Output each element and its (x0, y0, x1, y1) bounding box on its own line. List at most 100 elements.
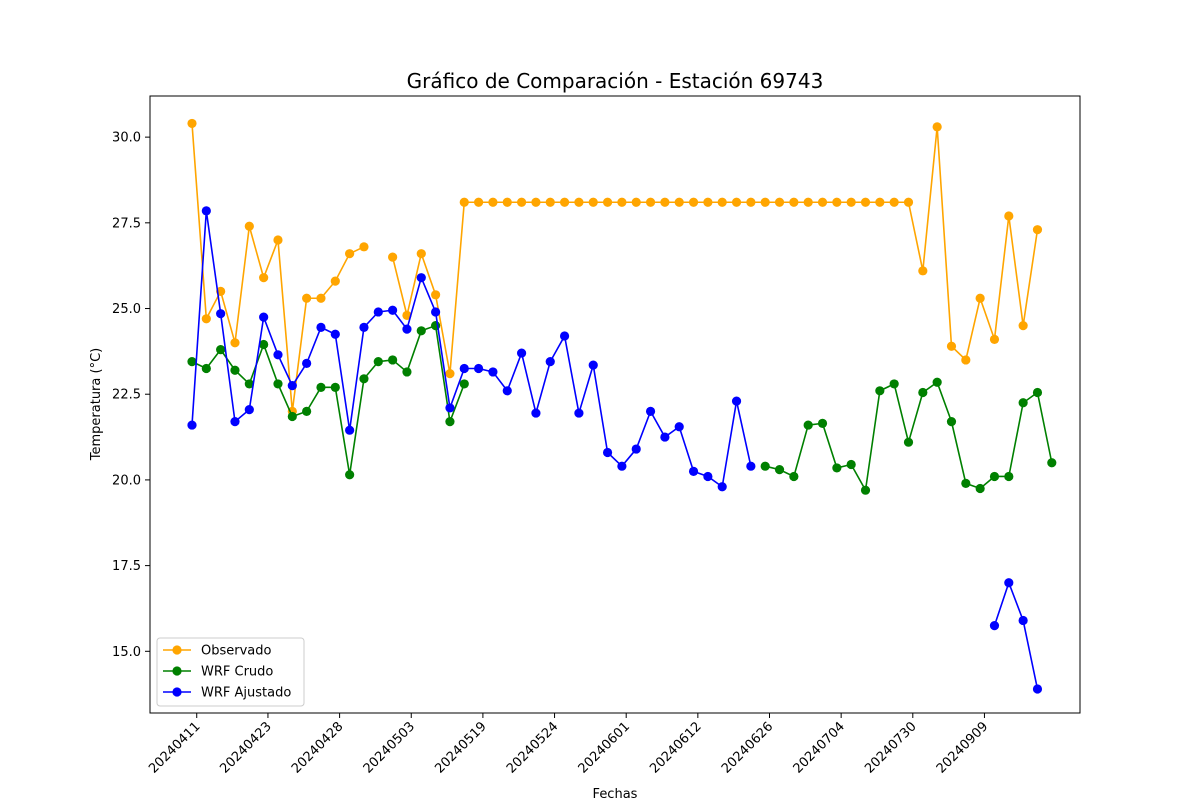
data-point (216, 345, 226, 355)
y-tick-label: 30.0 (112, 131, 141, 146)
data-point (817, 418, 828, 428)
data-point (316, 382, 326, 392)
data-point (545, 197, 555, 207)
data-point (903, 197, 914, 207)
data-point (402, 367, 412, 377)
data-point (875, 197, 885, 207)
data-point (674, 422, 684, 432)
data-point (703, 471, 713, 482)
data-point (1032, 684, 1043, 694)
data-point (846, 459, 856, 470)
data-point (574, 408, 584, 418)
data-point (531, 197, 541, 207)
data-point (445, 369, 455, 379)
legend-box (156, 637, 305, 707)
data-point (717, 482, 727, 492)
x-tick-label: 20240503 (361, 719, 418, 776)
x-tick-label: 20240704 (791, 719, 848, 776)
data-point (459, 379, 469, 389)
data-point (617, 197, 627, 207)
data-point (774, 465, 785, 475)
data-point (674, 197, 684, 207)
data-point (502, 386, 512, 396)
data-point (201, 314, 211, 324)
data-point (946, 417, 957, 427)
legend-marker (172, 666, 182, 676)
data-point (760, 197, 770, 207)
data-point (932, 122, 942, 132)
data-point (187, 420, 197, 430)
data-point (746, 197, 756, 207)
data-point (889, 379, 899, 389)
data-point (789, 197, 799, 207)
data-point (731, 396, 742, 406)
data-point (1004, 471, 1014, 482)
data-point (832, 463, 842, 473)
data-point (774, 197, 785, 207)
data-point (259, 339, 269, 350)
data-point (760, 461, 770, 471)
data-point (1018, 398, 1028, 408)
x-tick-label: 20240626 (719, 719, 776, 776)
data-point (588, 197, 598, 207)
data-point (932, 377, 942, 387)
series-line (993, 580, 1039, 690)
data-point (402, 324, 412, 334)
data-point (201, 363, 211, 374)
data-point (287, 381, 297, 391)
data-point (373, 307, 383, 317)
y-tick-label: 25.0 (112, 302, 141, 317)
data-point (860, 197, 871, 207)
data-point (516, 348, 527, 358)
data-point (330, 329, 340, 339)
data-point (903, 437, 914, 447)
plot-frame (149, 95, 1081, 714)
data-point (975, 483, 985, 494)
data-point (1047, 458, 1057, 468)
data-point (416, 249, 426, 259)
data-point (273, 379, 283, 389)
series-line (391, 126, 1039, 374)
data-point (502, 197, 512, 207)
x-tick-label: 20240601 (576, 719, 633, 776)
data-point (230, 365, 240, 375)
data-point (889, 197, 899, 207)
data-point (373, 357, 383, 367)
data-point (474, 363, 484, 374)
data-point (617, 461, 627, 471)
data-point (918, 266, 928, 276)
data-point (359, 242, 369, 252)
chart-title: Gráfico de Comparación - Estación 69743 (407, 69, 824, 93)
y-tick-label: 27.5 (112, 216, 141, 231)
data-point (244, 221, 254, 231)
data-point (731, 197, 742, 207)
series-line (191, 210, 752, 489)
data-point (688, 197, 699, 207)
data-point (302, 358, 312, 368)
data-point (832, 197, 842, 207)
data-point (961, 478, 971, 488)
data-point (302, 406, 312, 416)
data-point (602, 197, 613, 207)
data-point (860, 485, 871, 495)
data-point (201, 206, 211, 216)
data-point (187, 118, 197, 129)
data-point (345, 249, 355, 259)
data-point (187, 357, 197, 367)
x-tick-label: 20240411 (146, 719, 203, 776)
data-point (330, 382, 340, 392)
data-point (388, 252, 398, 262)
data-point (574, 197, 584, 207)
data-point (316, 322, 326, 332)
x-axis-label: Fechas (593, 787, 638, 800)
data-point (459, 363, 469, 374)
data-point (989, 620, 1000, 631)
data-point (330, 276, 340, 286)
data-point (359, 322, 369, 332)
data-point (244, 405, 254, 415)
data-point (359, 374, 369, 384)
data-point (259, 312, 269, 322)
legend-label: WRF Crudo (201, 665, 273, 680)
data-point (531, 408, 541, 418)
legend-label: Observado (201, 644, 272, 659)
